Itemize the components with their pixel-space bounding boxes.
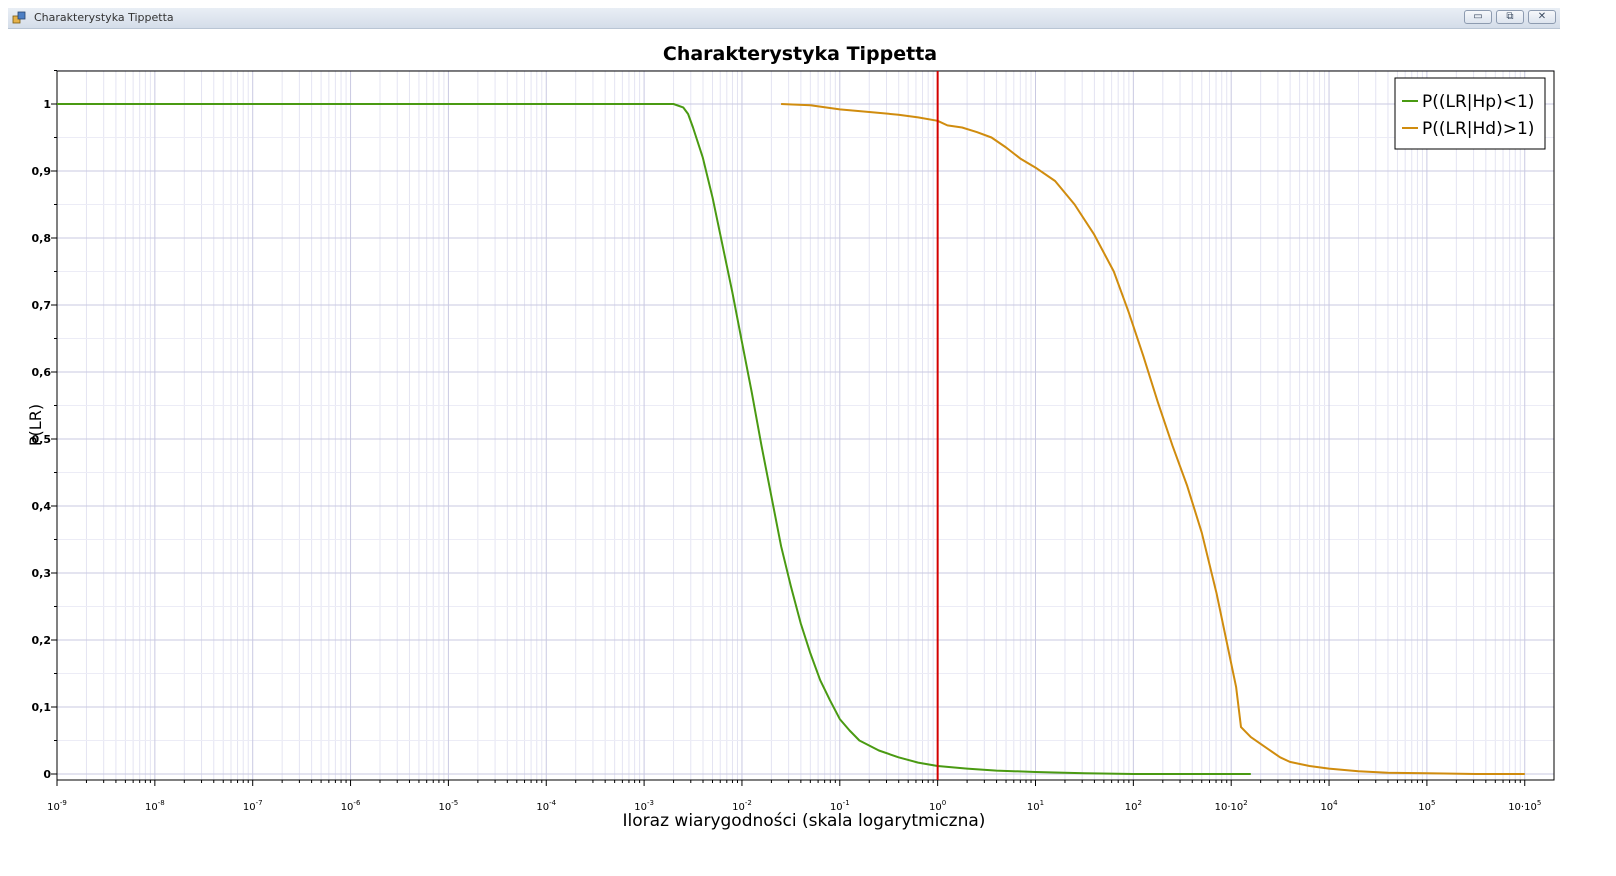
y-tick-label: 0,4 [32,500,52,513]
x-tick-label: 10-9 [47,799,67,813]
y-tick-label: 0,1 [32,701,52,714]
legend-label-1: P((LR|Hp)<1) [1422,92,1534,112]
x-tick-label: 10-4 [536,799,556,813]
series-line-2 [781,103,1525,775]
y-tick-label: 0,3 [32,567,52,580]
y-tick-labels: 0 0,1 0,2 0,3 0,4 0,5 0,6 0,7 0,8 0,9 1 [32,98,52,781]
y-axis-label: P(LR) [26,404,45,446]
restore-button[interactable]: ⧉ [1496,10,1524,24]
x-tick-label: 105 [1418,799,1435,813]
y-tick-label: 0,9 [32,165,52,178]
x-tick-label: 10-5 [439,799,459,813]
minimize-icon: ▭ [1473,11,1483,22]
x-tick-label: 10-1 [830,799,850,813]
x-tick-label: 10-3 [634,799,654,813]
y-tick-label: 0,8 [32,232,52,245]
x-tick-label: 10-7 [243,799,263,813]
x-tick-label: 10-8 [145,799,165,813]
series-line-1 [57,103,1251,775]
window-titlebar[interactable]: Charakterystyka Tippetta ▭ ⧉ ✕ [8,8,1560,29]
x-tick-label: 104 [1320,799,1338,813]
legend-label-2: P((LR|Hd)>1) [1422,119,1534,139]
y-tick-label: 0,5 [32,433,52,446]
x-axis-label: Iloraz wiarygodności (skala logarytmiczn… [623,811,986,831]
plot-area [56,70,1555,781]
legend-box [1394,77,1546,150]
y-tick-label: 0 [43,768,51,781]
close-icon: ✕ [1537,11,1547,22]
y-tick-label: 0,7 [32,299,52,312]
y-tick-label: 1 [43,98,51,111]
x-tick-label: 10·105 [1508,799,1541,813]
axis-ticks [51,70,1526,786]
x-tick-labels: 10-9 10-8 10-7 10-6 10-5 10-4 10-3 10-2 10-1 100 1… [47,799,1541,813]
minimize-button[interactable]: ▭ [1464,10,1492,24]
x-tick-label: 10-6 [341,799,361,813]
app-icon [12,11,26,24]
major-grid [56,71,1554,780]
y-tick-label: 0,6 [32,366,52,379]
x-tick-label: 10-2 [732,799,752,813]
minor-grid [57,70,1554,780]
chart-window: Charakterystyka Tippetta ▭ ⧉ ✕ [8,8,1560,868]
window-title: Charakterystyka Tippetta [34,11,174,24]
legend: P((LR|Hp)<1) P((LR|Hd)>1) [1394,77,1546,150]
x-tick-label: 102 [1125,799,1142,813]
x-tick-label: 101 [1027,799,1044,813]
x-tick-label: 10·102 [1215,799,1248,813]
series-layer [57,103,1525,775]
y-tick-label: 0,2 [32,634,52,647]
close-button[interactable]: ✕ [1528,10,1556,24]
x-tick-label: 100 [929,799,946,813]
chart-title: Charakterystyka Tippetta [663,43,937,65]
restore-icon: ⧉ [1506,11,1514,22]
